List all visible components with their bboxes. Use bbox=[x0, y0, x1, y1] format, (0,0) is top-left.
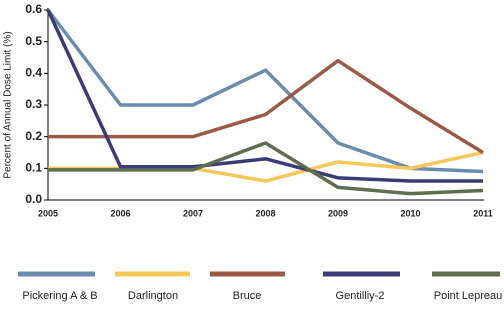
legend-label: Gentilliy-2 bbox=[336, 290, 385, 302]
y-axis-label: Percent of Annual Dose Limit (%) bbox=[3, 31, 14, 178]
series-line bbox=[46, 9, 483, 183]
x-tick-label: 2006 bbox=[110, 208, 130, 218]
x-tick-label: 2007 bbox=[183, 208, 203, 218]
x-tick-label: 2011 bbox=[473, 208, 493, 218]
y-tick-label: 0.2 bbox=[25, 129, 42, 143]
x-tick-label: 2008 bbox=[255, 208, 275, 218]
y-tick-label: 0.4 bbox=[25, 66, 42, 80]
legend-label: Darlington bbox=[128, 290, 178, 302]
legend-label: Bruce bbox=[233, 290, 262, 302]
series-line bbox=[48, 150, 484, 183]
y-tick-label: 0.5 bbox=[25, 34, 42, 48]
y-tick-label: 0.1 bbox=[25, 161, 42, 175]
legend-label: Point Lepreau bbox=[434, 290, 503, 302]
y-tick-label: 0.6 bbox=[25, 2, 42, 16]
x-tick-label: 2009 bbox=[328, 208, 348, 218]
legend-label: Pickering A & B bbox=[22, 290, 97, 302]
y-tick-label: 0.3 bbox=[25, 97, 42, 111]
x-tick-label: 2010 bbox=[400, 208, 420, 218]
y-tick-label: 0.0 bbox=[25, 192, 42, 206]
series-line bbox=[48, 58, 484, 154]
x-tick-label: 2005 bbox=[38, 208, 58, 218]
series-line bbox=[48, 141, 484, 196]
